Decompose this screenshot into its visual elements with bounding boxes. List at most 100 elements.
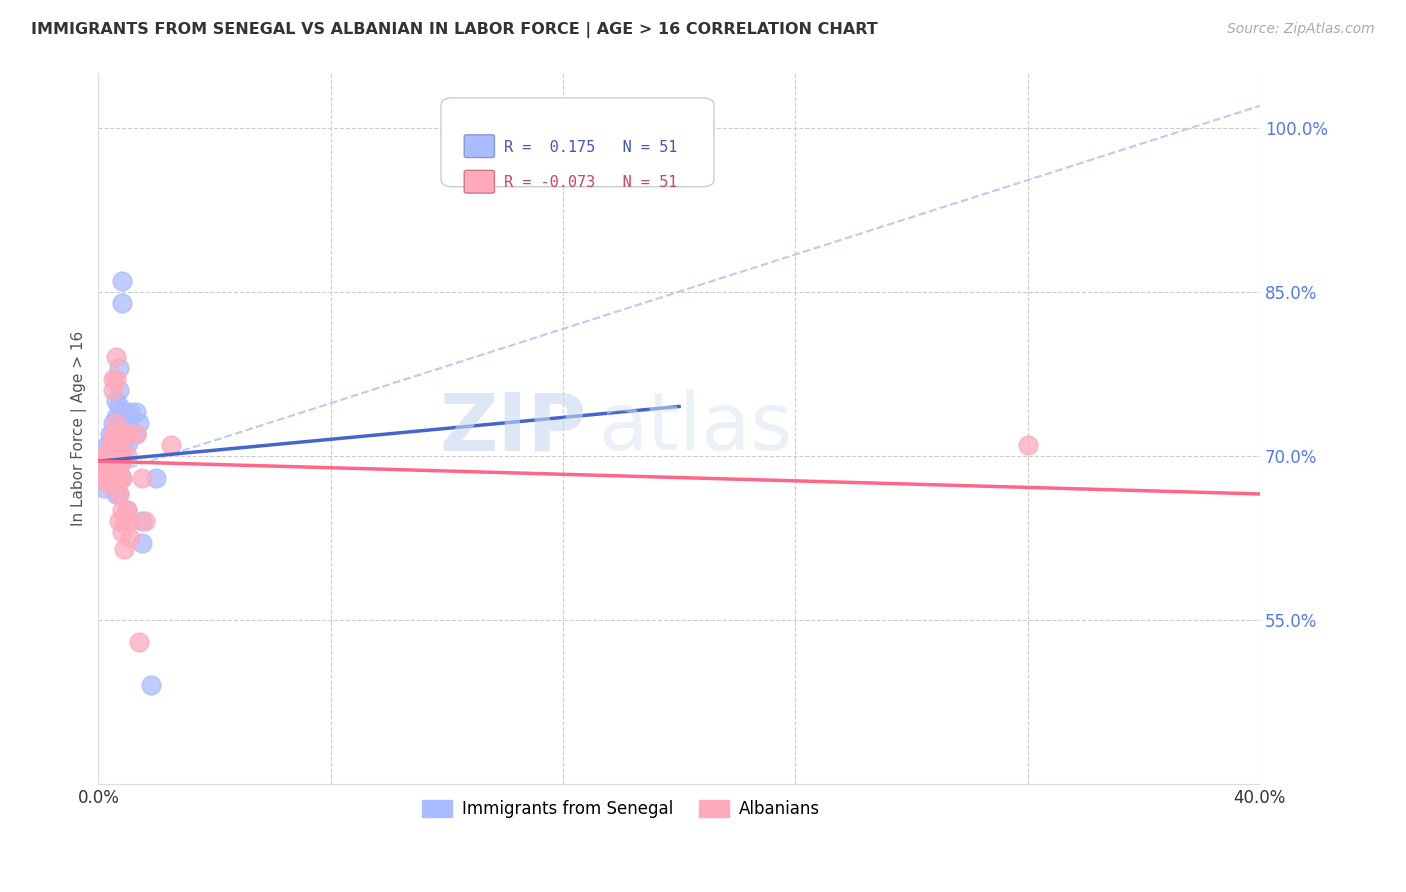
Point — [101, 426, 124, 441]
Point — [107, 487, 129, 501]
Point — [107, 438, 129, 452]
Point — [96, 465, 118, 479]
Point — [110, 274, 132, 288]
Point — [139, 678, 162, 692]
Point — [107, 400, 129, 414]
Point — [101, 470, 124, 484]
Point — [110, 454, 132, 468]
Point — [104, 426, 127, 441]
Point — [101, 470, 124, 484]
Point — [104, 438, 127, 452]
FancyBboxPatch shape — [441, 98, 714, 186]
Point — [104, 482, 127, 496]
Point — [114, 541, 136, 556]
Point — [101, 454, 124, 468]
Point — [107, 470, 129, 484]
Point — [117, 426, 139, 441]
Point — [107, 514, 129, 528]
Point — [120, 405, 142, 419]
Point — [101, 449, 124, 463]
Point — [98, 454, 121, 468]
Y-axis label: In Labor Force | Age > 16: In Labor Force | Age > 16 — [72, 331, 87, 526]
Point — [114, 405, 136, 419]
Point — [101, 459, 124, 474]
Point — [104, 372, 127, 386]
Text: IMMIGRANTS FROM SENEGAL VS ALBANIAN IN LABOR FORCE | AGE > 16 CORRELATION CHART: IMMIGRANTS FROM SENEGAL VS ALBANIAN IN L… — [31, 22, 877, 38]
Legend: Immigrants from Senegal, Albanians: Immigrants from Senegal, Albanians — [416, 794, 827, 825]
Point — [104, 459, 127, 474]
Point — [98, 454, 121, 468]
Point — [101, 438, 124, 452]
Point — [96, 476, 118, 491]
Point — [107, 432, 129, 446]
Point — [93, 459, 115, 474]
Point — [114, 426, 136, 441]
Point — [101, 465, 124, 479]
Point — [107, 449, 129, 463]
Point — [101, 449, 124, 463]
Point — [1017, 438, 1039, 452]
Point — [98, 449, 121, 463]
Point — [110, 525, 132, 540]
FancyBboxPatch shape — [464, 135, 495, 158]
Point — [101, 432, 124, 446]
Point — [107, 361, 129, 376]
Point — [101, 372, 124, 386]
Point — [131, 470, 153, 484]
Point — [104, 470, 127, 484]
Point — [104, 426, 127, 441]
Point — [131, 514, 153, 528]
Point — [160, 438, 183, 452]
Point — [96, 454, 118, 468]
Point — [101, 383, 124, 397]
Point — [110, 295, 132, 310]
Point — [104, 410, 127, 425]
Point — [120, 531, 142, 545]
Point — [104, 465, 127, 479]
Text: Source: ZipAtlas.com: Source: ZipAtlas.com — [1227, 22, 1375, 37]
Point — [128, 634, 150, 648]
Point — [110, 426, 132, 441]
Point — [110, 438, 132, 452]
Point — [145, 470, 167, 484]
Point — [107, 449, 129, 463]
Point — [96, 459, 118, 474]
FancyBboxPatch shape — [464, 170, 495, 193]
Point — [107, 487, 129, 501]
Point — [93, 454, 115, 468]
Point — [104, 351, 127, 365]
Point — [90, 465, 112, 479]
Point — [96, 470, 118, 484]
Text: R =  0.175   N = 51: R = 0.175 N = 51 — [503, 140, 678, 154]
Point — [107, 383, 129, 397]
Point — [114, 514, 136, 528]
Point — [117, 416, 139, 430]
Point — [125, 426, 148, 441]
Point — [110, 503, 132, 517]
Point — [114, 426, 136, 441]
Text: atlas: atlas — [598, 389, 792, 467]
Point — [117, 438, 139, 452]
Point — [117, 503, 139, 517]
Point — [107, 459, 129, 474]
Point — [98, 459, 121, 474]
Point — [96, 438, 118, 452]
Point — [96, 470, 118, 484]
Point — [134, 514, 156, 528]
Point — [96, 449, 118, 463]
Point — [107, 416, 129, 430]
Point — [101, 416, 124, 430]
Point — [93, 482, 115, 496]
Point — [131, 536, 153, 550]
Point — [98, 449, 121, 463]
Point — [107, 459, 129, 474]
Point — [104, 487, 127, 501]
Point — [125, 405, 148, 419]
Point — [98, 465, 121, 479]
Text: ZIP: ZIP — [439, 389, 586, 467]
Point — [120, 514, 142, 528]
Point — [93, 449, 115, 463]
Point — [107, 470, 129, 484]
Point — [117, 503, 139, 517]
Point — [98, 426, 121, 441]
